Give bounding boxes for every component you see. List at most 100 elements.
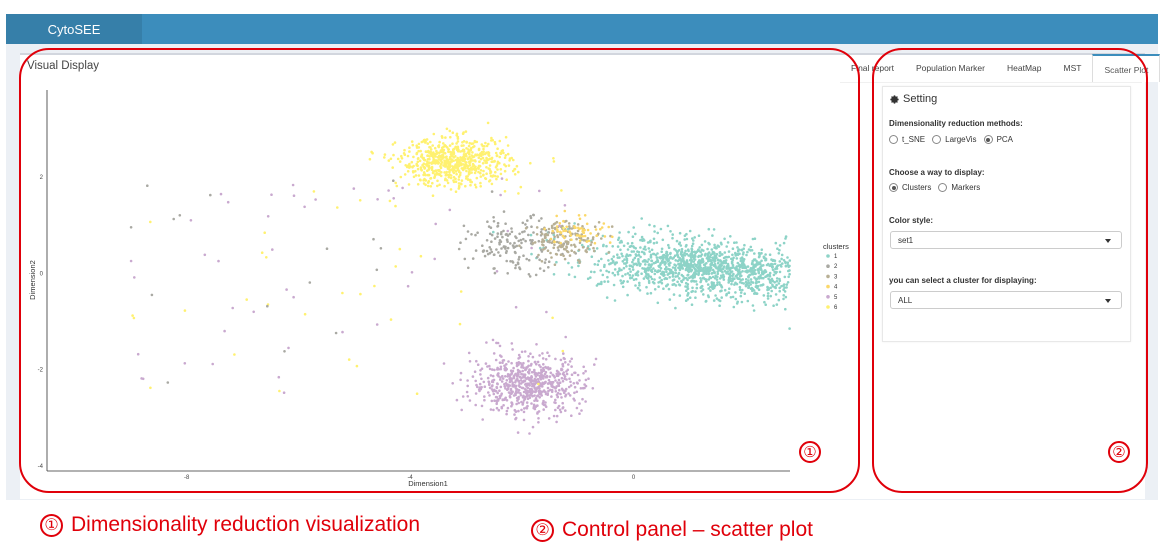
scatter-point (673, 263, 676, 267)
scatter-point (510, 230, 514, 234)
scatter-point (633, 256, 637, 260)
scatter-point (755, 262, 759, 265)
scatter-point (637, 259, 640, 263)
scatter-point (775, 266, 778, 269)
scatter-point (655, 241, 659, 244)
scatter-point (753, 237, 757, 240)
scatter-point (720, 285, 723, 288)
scatter-point (530, 225, 533, 228)
scatter-point (699, 269, 703, 272)
scatter-point (515, 236, 518, 240)
app-brand[interactable]: CytoSEE (6, 14, 142, 44)
scatter-point (647, 281, 651, 285)
scatter-point (677, 266, 680, 270)
scatter-point (716, 281, 719, 284)
scatter-point (665, 256, 669, 259)
scatter-point (771, 263, 774, 266)
radio-largevis-label: LargeVis (945, 135, 977, 144)
scatter-point (653, 281, 656, 285)
scatter-point (752, 289, 756, 292)
display-mode-label: Choose a way to display: (889, 168, 985, 177)
scatter-point (640, 238, 644, 242)
tab-heatmap[interactable]: HeatMap (1006, 63, 1042, 73)
radio-option-tsne[interactable]: t_SNE (889, 135, 925, 144)
scatter-point (768, 273, 771, 277)
scatter-point (694, 268, 697, 271)
scatter-point (490, 233, 494, 237)
scatter-point (634, 277, 638, 281)
scatter-point (746, 299, 750, 303)
caption-number-1: ① (40, 513, 63, 537)
scatter-point (647, 247, 651, 250)
scatter-point (632, 258, 635, 262)
scatter-point (755, 277, 759, 281)
color-style-label: Color style: (889, 216, 934, 225)
scatter-point (652, 237, 656, 241)
scatter-point (751, 304, 755, 307)
settings-title-text: Setting (903, 93, 938, 105)
radio-clusters[interactable] (889, 183, 898, 192)
scatter-point (532, 213, 535, 217)
scatter-point (589, 276, 592, 279)
scatter-point (666, 224, 670, 228)
scatter-point (693, 280, 696, 283)
scatter-point (685, 252, 689, 256)
radio-option-clusters[interactable]: Clusters (889, 183, 931, 192)
cluster-select-value: ALL (898, 295, 913, 305)
scatter-point (470, 233, 473, 236)
scatter-point (605, 296, 609, 299)
radio-option-pca[interactable]: PCA (983, 135, 1013, 144)
scatter-point (668, 256, 672, 260)
scatter-point (752, 309, 756, 312)
scatter-point (593, 263, 597, 266)
scatter-point (743, 243, 746, 247)
scatter-point (686, 273, 690, 277)
scatter-point (634, 284, 637, 287)
scatter-point (742, 251, 745, 254)
radio-largevis[interactable] (932, 135, 942, 144)
scatter-point (513, 245, 517, 249)
radio-tsne[interactable] (889, 135, 898, 144)
tab-population-marker[interactable]: Population Marker (916, 63, 985, 73)
radio-option-markers[interactable]: Markers (938, 183, 980, 192)
color-style-select[interactable]: set1 (890, 231, 1122, 249)
caption-text-1: Dimensionality reduction visualization (71, 513, 421, 536)
scatter-point (671, 283, 674, 287)
scatter-point (665, 284, 668, 288)
scatter-point (690, 264, 693, 268)
scatter-point (676, 252, 679, 256)
scatter-point (631, 268, 635, 271)
scatter-point (739, 257, 743, 260)
radio-pca[interactable] (983, 135, 993, 144)
reduction-method-label: Dimensionality reduction methods: (889, 119, 1023, 128)
scatter-point (637, 254, 641, 257)
scatter-point (785, 283, 789, 286)
radio-option-largevis[interactable]: LargeVis (932, 135, 977, 144)
scatter-point (631, 235, 635, 238)
scatter-point (677, 283, 681, 286)
reduction-method-radio-group: t_SNE LargeVis PCA (889, 135, 1020, 144)
scatter-point (684, 281, 688, 285)
scatter-point (711, 275, 715, 279)
scatter-point (771, 268, 775, 272)
tab-mst[interactable]: MST (1063, 63, 1082, 73)
scatter-point (628, 273, 632, 277)
scatter-point (636, 286, 640, 290)
scatter-point (521, 221, 525, 225)
scatter-point (504, 247, 507, 250)
radio-markers[interactable] (938, 183, 948, 192)
scatter-point (656, 231, 659, 235)
scatter-point (530, 252, 533, 256)
cluster-select[interactable]: ALL (890, 291, 1122, 309)
scatter-point (737, 248, 741, 251)
scatter-point (535, 233, 539, 236)
scatter-point (685, 237, 689, 241)
scatter-point (573, 275, 577, 279)
scatter-point (459, 241, 462, 244)
scatter-point (529, 233, 533, 237)
scatter-point (750, 280, 753, 284)
scatter-point (753, 252, 756, 255)
scatter-point (777, 298, 781, 302)
scatter-point (653, 288, 657, 291)
